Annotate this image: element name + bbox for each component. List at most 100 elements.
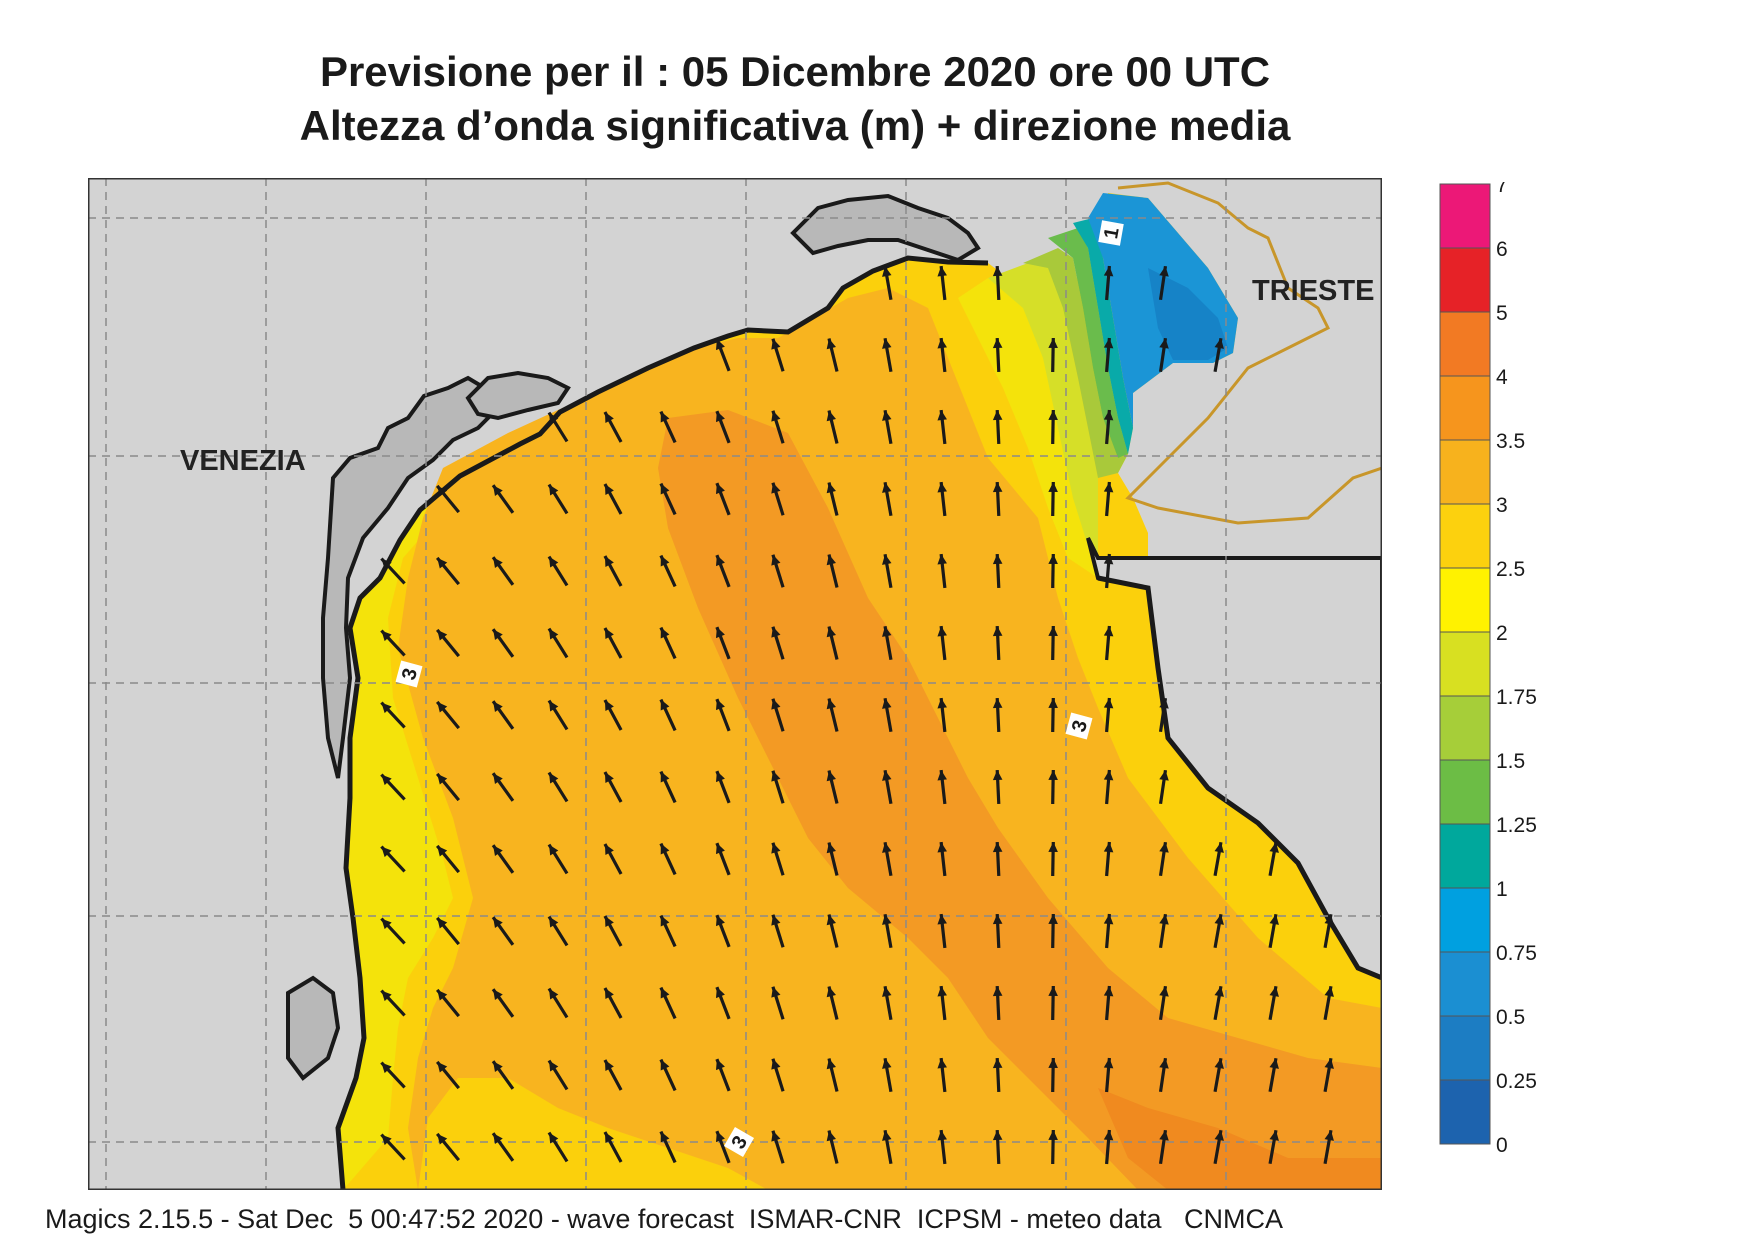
wave-direction-arrow — [659, 914, 677, 948]
wave-direction-arrow — [992, 481, 1003, 517]
contour-label-1-text: 1 — [1100, 226, 1124, 241]
wave-direction-arrow — [603, 1059, 623, 1091]
wave-direction-arrow — [547, 915, 569, 947]
wave-direction-arrow — [1213, 985, 1224, 1021]
wave-direction-arrow — [715, 626, 731, 660]
wave-direction-arrow — [380, 557, 406, 585]
wave-direction-arrow — [1103, 265, 1114, 301]
forecast-date-title: Previsione per il : 05 Dicembre 2020 ore… — [319, 48, 1271, 95]
wave-direction-arrow — [715, 770, 731, 804]
wave-direction-arrow — [715, 698, 731, 732]
wave-direction-arrow — [937, 1129, 947, 1165]
wave-direction-arrow — [659, 842, 677, 876]
wave-direction-arrow — [659, 770, 677, 804]
wave-direction-arrow — [1103, 625, 1114, 661]
colorbar-tick-label: 7 — [1496, 182, 1508, 197]
wave-direction-arrow — [1213, 1129, 1224, 1165]
wave-direction-arrow — [491, 1132, 515, 1162]
wave-direction-arrow — [715, 554, 731, 588]
colorbar-tick-label: 3 — [1496, 494, 1508, 517]
wave-direction-arrow — [826, 482, 839, 516]
colorbar-bin — [1439, 631, 1491, 697]
wave-direction-arrow — [771, 698, 785, 732]
wave-direction-arrow — [882, 265, 893, 301]
wave-direction-arrow — [547, 987, 569, 1019]
wave-direction-arrow — [1268, 913, 1279, 949]
colorbar-bins — [1439, 183, 1491, 1145]
wave-direction-arrow — [1323, 1129, 1334, 1165]
national-border — [1117, 181, 1382, 525]
wave-band-lightlime — [988, 263, 1098, 578]
wave-direction-arrow — [882, 481, 893, 517]
coastline — [335, 255, 989, 1190]
wave-direction-arrow — [937, 409, 947, 445]
wave-direction-arrow — [547, 1131, 569, 1163]
wave-direction-arrow — [380, 629, 406, 657]
wave-direction-arrow — [659, 626, 677, 660]
colorbar-tick-label: 5 — [1496, 302, 1508, 325]
wave-direction-arrow — [491, 772, 515, 802]
wave-direction-arrow — [1213, 337, 1224, 373]
wave-direction-arrow — [715, 842, 731, 876]
wave-direction-arrow — [1158, 841, 1169, 877]
wave-direction-arrow — [771, 482, 785, 516]
wave-direction-arrow — [1048, 985, 1058, 1021]
wave-direction-arrow — [547, 411, 569, 443]
colorbar-tick-label: 2 — [1496, 622, 1508, 645]
wave-direction-arrow — [1323, 913, 1334, 949]
wave-direction-arrow — [937, 1057, 947, 1093]
wave-direction-arrow — [826, 338, 839, 372]
wave-direction-arrow — [659, 1058, 677, 1092]
wave-direction-arrow — [603, 555, 623, 587]
wave-direction-arrow — [992, 841, 1003, 877]
wave-direction-arrow — [1158, 985, 1169, 1021]
wave-direction-arrow — [603, 915, 623, 947]
wave-direction-arrow — [1103, 913, 1114, 949]
wave-direction-arrow — [1268, 841, 1279, 877]
wave-direction-arrow — [603, 627, 623, 659]
wave-direction-arrow — [1158, 769, 1169, 805]
colorbar-bin — [1439, 887, 1491, 953]
wave-direction-arrow — [435, 844, 461, 874]
wave-direction-arrow — [380, 701, 406, 729]
colorbar-tick-label: 0.5 — [1496, 1006, 1525, 1029]
wave-direction-arrow — [491, 556, 515, 586]
wave-direction-arrow — [1103, 409, 1114, 445]
wave-direction-arrow — [491, 628, 515, 658]
wave-direction-arrow — [1103, 841, 1114, 877]
wave-direction-arrow — [603, 843, 623, 875]
wave-direction-arrow — [937, 769, 947, 805]
wave-direction-arrow — [659, 698, 677, 732]
wave-direction-arrow — [1048, 697, 1058, 733]
colorbar-bin — [1439, 439, 1491, 505]
wave-direction-arrow — [435, 700, 461, 730]
wave-direction-arrow — [992, 265, 1003, 301]
wave-direction-arrow — [659, 986, 677, 1020]
wave-direction-arrow — [715, 1058, 731, 1092]
colorbar-bin — [1439, 247, 1491, 313]
grado-lagoon-land — [790, 193, 981, 263]
colorbar-bin — [1439, 759, 1491, 825]
wave-direction-arrow — [1158, 1129, 1169, 1165]
wave-direction-arrow — [826, 626, 839, 660]
wave-direction-arrow — [380, 1061, 406, 1089]
wave-direction-arrow — [547, 1059, 569, 1091]
wave-direction-arrow — [992, 985, 1003, 1021]
wave-direction-arrow — [435, 988, 461, 1018]
wave-direction-arrow — [659, 410, 677, 444]
colorbar-bin — [1439, 951, 1491, 1017]
wave-direction-arrow — [826, 986, 839, 1020]
wave-direction-arrow — [1323, 985, 1334, 1021]
wave-direction-arrow — [715, 986, 731, 1020]
wave-band-teal — [1073, 218, 1133, 454]
wave-direction-arrow — [937, 265, 947, 301]
wave-direction-arrow — [603, 699, 623, 731]
wave-direction-arrow — [992, 337, 1003, 373]
wave-direction-arrow — [659, 554, 677, 588]
wave-direction-arrow — [1103, 553, 1114, 589]
colorbar-tick-label: 1.5 — [1496, 750, 1525, 773]
wave-band-orange-core — [658, 410, 1382, 1190]
wave-direction-arrow — [771, 1130, 785, 1164]
map-frame — [88, 178, 1382, 1190]
colorbar-tick-label: 4 — [1496, 366, 1508, 389]
